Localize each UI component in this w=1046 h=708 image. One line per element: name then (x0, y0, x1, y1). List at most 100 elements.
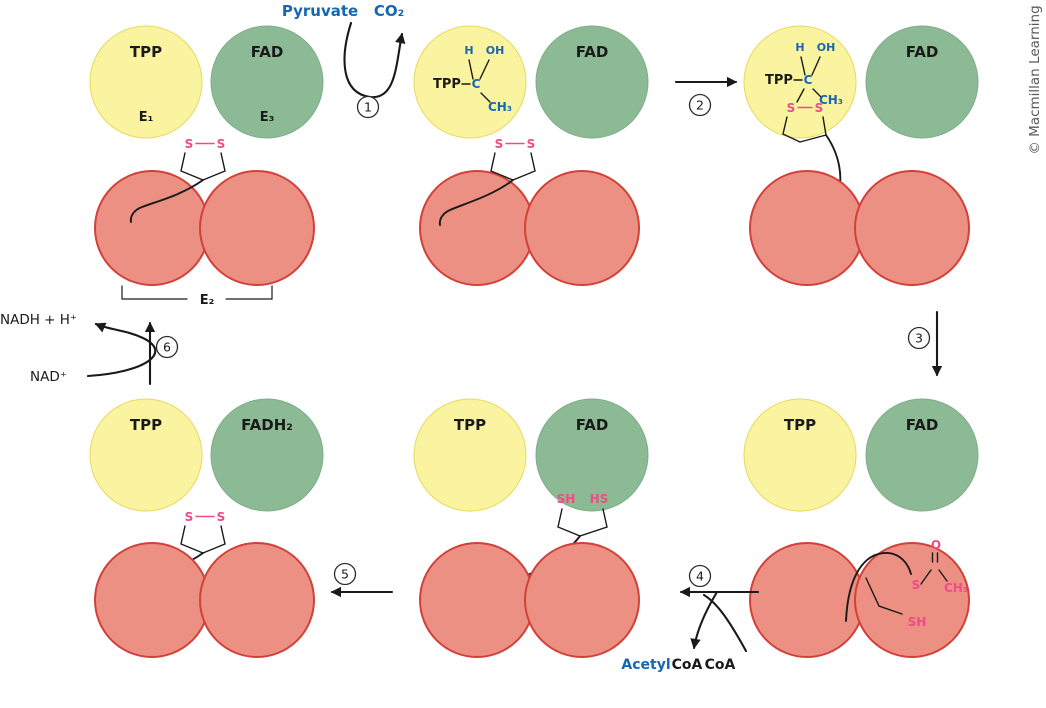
step-number: 1 (364, 100, 372, 115)
step-number-circle (688, 93, 712, 117)
stage-1-complex: TPP E₁ FAD E₃ S S E₂ (89, 25, 324, 308)
e3-circle (535, 398, 649, 512)
e2-circle-left (749, 542, 865, 658)
sulfur-label: S (217, 510, 226, 524)
stage-3-complex: FAD H OH TPP C CH₃ S S (743, 25, 979, 286)
step-2-reaction: 2 (674, 76, 738, 117)
coa-label: CoA (705, 657, 736, 673)
lipoamide-ring-oxidized: S S (438, 137, 536, 226)
fadh2-label: FADH₂ (241, 416, 293, 434)
chain-bond-lines (557, 508, 608, 537)
e3-label: E₃ (260, 110, 275, 125)
co2-label: CO₂ (374, 2, 404, 20)
substrate-in-curve (702, 593, 748, 653)
e2-circle-left (419, 170, 535, 286)
bond-lines (796, 56, 822, 103)
sulfur-label: S (185, 510, 194, 524)
e2-circle-right (524, 170, 640, 286)
substrate-arrow (343, 21, 406, 99)
step-5-reaction: 5 (330, 562, 394, 598)
tpp-label: TPP (130, 416, 162, 434)
stage-6-complex: TPP FADH₂ S S (89, 398, 324, 658)
e3-circle (865, 398, 979, 512)
e3-circle (535, 25, 649, 139)
e2-circle-right (524, 542, 640, 658)
step-number: 4 (696, 569, 704, 584)
thiol-label: SH (908, 615, 927, 629)
step-number-circle (356, 95, 380, 119)
sulfur-label: S (217, 137, 226, 151)
bond-lines (920, 569, 948, 585)
methyl-label: CH₃ (488, 100, 512, 114)
lipoamide-tether (845, 552, 912, 622)
e2-circle-right (854, 170, 970, 286)
e3-circle (865, 25, 979, 139)
e2-label: E₂ (200, 293, 215, 308)
tpp-label: TPP (130, 43, 162, 61)
e2-circle-left (419, 542, 535, 658)
nadh-label: NADH + H⁺ (0, 312, 77, 328)
lipoamide-tether (438, 179, 514, 226)
fad-label: FAD (906, 43, 939, 61)
fad-label: FAD (906, 416, 939, 434)
acetyl-label: Acetyl (621, 657, 670, 673)
step-4-reaction: 4 Acetyl CoA CoA (621, 564, 760, 673)
step-number-circle (333, 562, 357, 586)
oxygen-label: O (931, 538, 941, 552)
e2-circle-left (749, 170, 865, 286)
step-number: 3 (915, 331, 923, 346)
step-number: 6 (163, 340, 171, 355)
e2-circle-right (199, 170, 315, 286)
sulfur-label: S (912, 578, 921, 592)
nad-label: NAD⁺ (30, 369, 67, 385)
e3-circle (210, 398, 324, 512)
bond-lines (468, 59, 491, 103)
stage-5-complex: TPP FAD SH HS (413, 398, 649, 658)
e2-circle-right (854, 542, 970, 658)
step-3-reaction: 3 (907, 310, 943, 377)
cofactor-curve (86, 322, 157, 378)
carbonyl-double-bond (931, 552, 939, 563)
bracket-lines (121, 285, 273, 300)
tpp-label: TPP (454, 416, 486, 434)
step-number-circle (155, 335, 179, 359)
e1-circle (743, 25, 857, 139)
e1-circle (89, 398, 203, 512)
methyl-label: CH₃ (819, 93, 843, 107)
step-number: 2 (696, 98, 704, 113)
e2-circle-left (94, 170, 210, 286)
hydroxyl-label: OH (817, 41, 836, 54)
tpp-label: TPP (765, 73, 793, 88)
fad-label: FAD (576, 43, 609, 61)
acetyl-dihydrolipoamide-structure: S O CH₃ SH (845, 538, 968, 629)
e1-circle (743, 398, 857, 512)
sulfur-label: S (185, 137, 194, 151)
hydroxyl-label: OH (486, 44, 505, 57)
stage-4-complex: TPP FAD S O CH₃ SH (743, 398, 979, 658)
carbon-label: C (472, 77, 481, 91)
sulfur-label: S (815, 101, 824, 115)
coa-label: CoA (672, 657, 703, 673)
chain-bond-lines (865, 577, 903, 615)
thiol-label: SH (557, 492, 576, 506)
step-6-reaction: NADH + H⁺ NAD⁺ 6 (0, 312, 179, 386)
tpp-label: TPP (784, 416, 816, 434)
lipoamide-tether (129, 179, 204, 223)
e1-circle (413, 25, 527, 139)
e1-circle (413, 398, 527, 512)
lipoamide-ring-oxidized: S S (129, 137, 226, 223)
product-out-curve (690, 590, 719, 650)
hydrogen-label: H (795, 41, 804, 54)
e2-bracket: E₂ (121, 285, 273, 308)
ring-bond-lines (180, 152, 226, 181)
step-number: 5 (341, 567, 349, 582)
fad-label: FAD (251, 43, 284, 61)
copyright-credit: © Macmillan Learning (1027, 5, 1043, 154)
sulfur-label: S (495, 137, 504, 151)
e1-label: E₁ (139, 110, 154, 125)
e2-circle-left (94, 542, 210, 658)
step-1-reaction: Pyruvate CO₂ 1 (282, 2, 406, 119)
thiol-label: HS (590, 492, 609, 506)
